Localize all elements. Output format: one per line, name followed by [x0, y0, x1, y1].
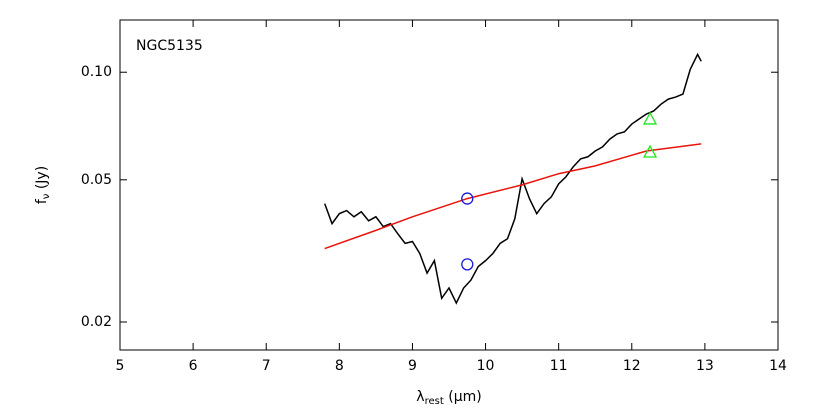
y-tick-label: 0.05: [81, 172, 112, 188]
x-tick-label: 9: [408, 358, 417, 374]
y-axis-label: fν (Jy): [34, 166, 52, 204]
circle-marker: [461, 192, 474, 205]
x-tick-label: 6: [189, 358, 198, 374]
x-tick-label: 11: [550, 358, 568, 374]
x-tick-label: 13: [696, 358, 714, 374]
plot-frame: [119, 19, 779, 351]
x-tick-label: 5: [116, 358, 125, 374]
x-tick-label: 12: [623, 358, 641, 374]
triangle-marker: [642, 144, 658, 158]
x-axis-label: λrest (μm): [416, 389, 481, 407]
x-tick-label: 10: [477, 358, 495, 374]
triangle-marker: [642, 111, 658, 125]
y-label-unit: (Jy): [34, 166, 50, 194]
annotation: NGC5135: [136, 38, 203, 54]
series-line: [324, 143, 702, 250]
series-line: [324, 52, 702, 305]
y-label-symbol: f: [34, 198, 50, 204]
x-tick-label: 14: [769, 358, 787, 374]
x-label-symbol: λ: [416, 389, 424, 405]
x-label-sub: rest: [425, 396, 444, 407]
x-label-unit: (μm): [444, 389, 482, 405]
y-tick-label: 0.02: [81, 314, 112, 330]
x-tick-label: 8: [335, 358, 344, 374]
y-tick-label: 0.10: [81, 64, 112, 80]
y-label-sub: ν: [41, 193, 52, 199]
circle-marker: [461, 258, 474, 271]
x-tick-label: 7: [262, 358, 271, 374]
